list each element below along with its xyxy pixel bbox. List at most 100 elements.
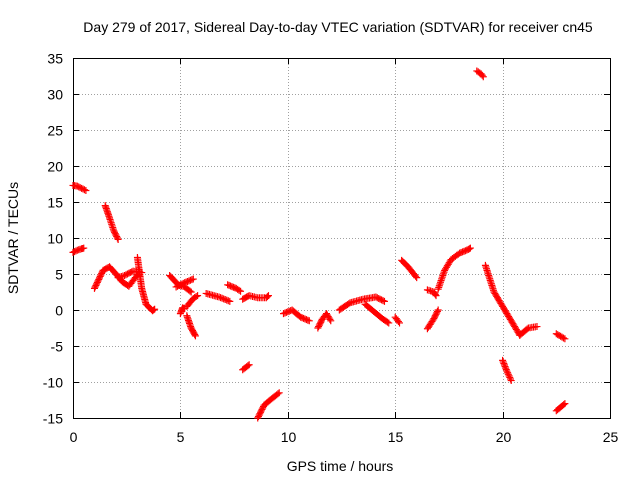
data-point	[98, 269, 106, 277]
data-point	[95, 274, 103, 282]
data-point	[187, 288, 195, 296]
series-arc-16	[254, 389, 283, 422]
data-point	[263, 293, 271, 301]
series-arc-24	[423, 306, 442, 333]
data-point	[561, 400, 569, 408]
y-tick-label: 10	[47, 231, 63, 247]
data-point	[223, 296, 231, 304]
x-tick-label: 10	[281, 429, 297, 445]
data-point	[93, 278, 101, 286]
data-point	[226, 297, 234, 305]
series-arc-13	[224, 281, 245, 295]
data-point	[479, 73, 487, 81]
series-arc-28	[499, 356, 515, 385]
data-point	[218, 294, 226, 302]
data-point	[275, 389, 283, 397]
grid	[73, 58, 610, 418]
series-arc-14	[239, 292, 272, 303]
data-point	[327, 317, 335, 325]
data-point	[94, 277, 102, 285]
data-point	[379, 297, 387, 305]
y-tick-label: 15	[47, 195, 63, 211]
y-tick-label: 5	[55, 267, 63, 283]
data-point	[80, 186, 88, 194]
data-points	[69, 67, 569, 422]
series-arc-10	[183, 312, 199, 340]
y-tick-label: 0	[55, 303, 63, 319]
series-arc-15	[239, 361, 253, 374]
data-point	[194, 292, 202, 300]
data-point	[559, 334, 567, 342]
data-point	[215, 293, 223, 301]
data-point	[500, 361, 508, 369]
data-point	[561, 335, 569, 343]
data-point	[383, 318, 391, 326]
y-tick-label: 35	[47, 51, 63, 67]
data-point	[412, 272, 420, 280]
series-arc-01	[69, 181, 90, 194]
data-point	[433, 307, 441, 315]
data-point	[504, 370, 512, 378]
axes: 0 5 10 15 20 25 -15 -10 -5 0 5 10 15 20 25 30 35	[43, 51, 619, 446]
data-point	[560, 401, 568, 409]
data-point	[224, 297, 232, 305]
data-point	[466, 244, 474, 252]
series-arc-12	[202, 289, 234, 305]
series-arc-31	[552, 400, 569, 415]
series-arc-03	[90, 263, 141, 292]
data-point	[217, 294, 225, 302]
data-point	[235, 286, 243, 294]
x-tick-label: 25	[603, 429, 619, 445]
data-point	[305, 317, 313, 325]
data-point	[506, 373, 514, 381]
y-tick-label: -5	[51, 339, 64, 355]
series-arc-17	[280, 306, 313, 325]
data-point	[434, 306, 442, 314]
y-tick-label: 25	[47, 123, 63, 139]
series-arc-08	[172, 275, 197, 291]
data-point	[533, 323, 541, 331]
data-point	[505, 372, 513, 380]
data-point	[499, 358, 507, 366]
data-point	[264, 292, 272, 300]
data-point	[95, 275, 103, 283]
data-point	[237, 287, 245, 295]
data-point	[274, 390, 282, 398]
data-point	[431, 290, 439, 298]
data-point	[413, 274, 421, 282]
data-point	[97, 271, 105, 279]
data-point	[478, 71, 486, 79]
series-arc-20	[361, 300, 393, 327]
data-point	[345, 300, 353, 308]
data-point	[220, 295, 228, 303]
x-axis-label: GPS time / hours	[287, 458, 394, 474]
data-point	[394, 318, 402, 326]
data-point	[114, 235, 122, 243]
data-point	[499, 356, 507, 364]
series-arc-09	[176, 304, 189, 318]
data-point	[191, 332, 199, 340]
y-tick-label: -10	[43, 375, 63, 391]
data-point	[93, 280, 101, 288]
data-point	[221, 296, 229, 304]
y-tick-label: 20	[47, 159, 63, 175]
y-tick-label: -15	[43, 411, 63, 427]
data-point	[500, 359, 508, 367]
x-tick-label: 15	[388, 429, 404, 445]
x-tick-label: 5	[177, 429, 185, 445]
data-point	[151, 305, 159, 313]
data-point	[502, 366, 510, 374]
y-tick-label: 30	[47, 87, 63, 103]
data-point	[191, 331, 199, 339]
data-point	[507, 377, 515, 385]
data-point	[244, 362, 252, 370]
data-point	[502, 364, 510, 372]
x-tick-label: 20	[496, 429, 512, 445]
x-tick-label: 0	[70, 429, 78, 445]
data-point	[506, 375, 514, 383]
series-arc-26	[473, 67, 487, 81]
data-point	[380, 297, 388, 305]
data-point	[90, 284, 98, 292]
series-arc-29	[516, 323, 541, 339]
